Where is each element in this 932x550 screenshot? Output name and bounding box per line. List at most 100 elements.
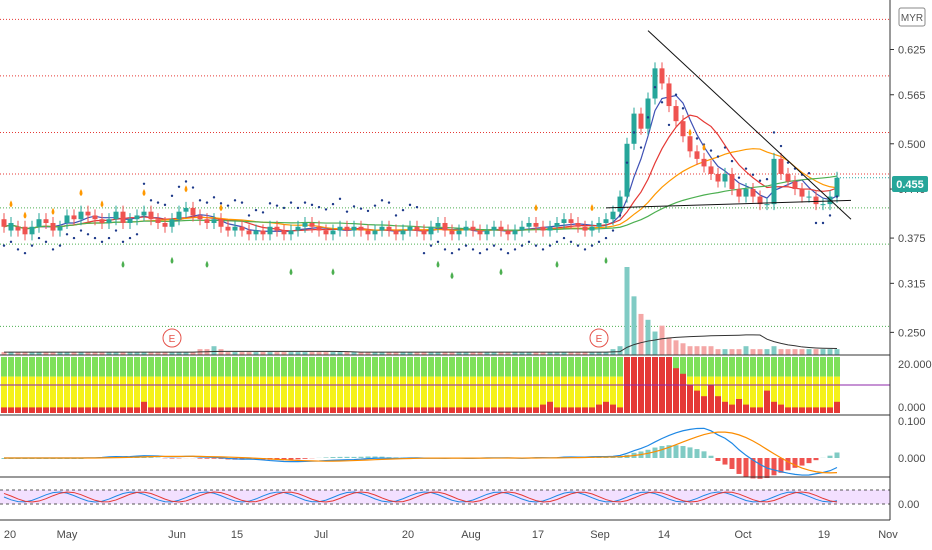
candle-body[interactable] xyxy=(652,68,658,99)
candle-body[interactable] xyxy=(274,226,280,231)
candle-body[interactable] xyxy=(344,226,350,231)
candle-body[interactable] xyxy=(778,158,784,174)
candle-body[interactable] xyxy=(673,106,679,122)
candle-body[interactable] xyxy=(708,166,714,174)
candle-body[interactable] xyxy=(281,230,287,235)
candle-body[interactable] xyxy=(330,230,336,235)
candle-body[interactable] xyxy=(813,196,819,205)
candle-body[interactable] xyxy=(792,181,798,190)
candle-body[interactable] xyxy=(78,211,84,220)
candle-body[interactable] xyxy=(134,215,140,220)
candle-body[interactable] xyxy=(463,226,469,231)
earnings-badge[interactable] xyxy=(162,328,182,348)
candle-body[interactable] xyxy=(589,226,595,231)
candle-body[interactable] xyxy=(680,121,686,137)
candle-body[interactable] xyxy=(687,136,693,152)
candle-body[interactable] xyxy=(575,222,581,227)
candle-body[interactable] xyxy=(407,226,413,231)
candle-body[interactable] xyxy=(631,113,637,144)
candle-body[interactable] xyxy=(64,215,70,223)
candle-body[interactable] xyxy=(169,219,175,227)
momentum-panel[interactable] xyxy=(0,357,890,413)
candle-body[interactable] xyxy=(162,222,168,227)
candle-body[interactable] xyxy=(22,226,28,235)
candle-body[interactable] xyxy=(421,230,427,235)
candle-body[interactable] xyxy=(316,226,322,231)
candle-body[interactable] xyxy=(267,226,273,235)
candle-body[interactable] xyxy=(624,143,630,197)
candle-body[interactable] xyxy=(71,215,77,220)
candle-body[interactable] xyxy=(785,173,791,182)
candle-body[interactable] xyxy=(246,230,252,235)
candle-body[interactable] xyxy=(484,230,490,235)
candle-body[interactable] xyxy=(799,189,805,197)
candle-body[interactable] xyxy=(610,211,616,220)
candle-body[interactable] xyxy=(414,226,420,231)
candle-body[interactable] xyxy=(477,230,483,235)
candle-body[interactable] xyxy=(806,196,812,198)
candle-body[interactable] xyxy=(638,113,644,129)
candle-body[interactable] xyxy=(120,211,126,223)
candle-body[interactable] xyxy=(295,226,301,231)
candle-body[interactable] xyxy=(645,98,651,129)
candle-body[interactable] xyxy=(197,215,203,220)
candle-body[interactable] xyxy=(722,173,728,182)
candle-body[interactable] xyxy=(512,230,518,235)
candle-body[interactable] xyxy=(8,222,14,231)
candle-body[interactable] xyxy=(239,226,245,231)
candle-body[interactable] xyxy=(351,226,357,231)
candle-body[interactable] xyxy=(435,222,441,227)
candle-body[interactable] xyxy=(554,222,560,227)
candle-body[interactable] xyxy=(400,230,406,235)
candle-body[interactable] xyxy=(757,196,763,205)
candle-body[interactable] xyxy=(533,222,539,227)
candle-body[interactable] xyxy=(694,151,700,159)
candle-body[interactable] xyxy=(36,219,42,227)
candle-body[interactable] xyxy=(218,219,224,227)
time-axis[interactable]: 20 May Jun 15 Jul 20 Aug 17 Sep 14 Oct 19 Nov xyxy=(4,529,898,541)
candle-body[interactable] xyxy=(379,226,385,231)
candle-body[interactable] xyxy=(288,230,294,235)
candle-body[interactable] xyxy=(470,226,476,231)
candle-body[interactable] xyxy=(148,211,154,220)
candle-body[interactable] xyxy=(659,68,665,84)
earnings-badge[interactable] xyxy=(589,328,609,348)
candle-body[interactable] xyxy=(85,211,91,216)
candle-body[interactable] xyxy=(232,226,238,231)
candle-body[interactable] xyxy=(519,226,525,231)
candle-body[interactable] xyxy=(743,189,749,197)
candle-body[interactable] xyxy=(176,211,182,220)
candle-body[interactable] xyxy=(309,222,315,227)
candle-body[interactable] xyxy=(442,222,448,231)
candle-body[interactable] xyxy=(43,219,49,223)
candle-body[interactable] xyxy=(190,207,196,216)
price-axis[interactable]: 0.6250.5650.5000.4400.3750.3150.25020.00… xyxy=(0,0,932,521)
candle-body[interactable] xyxy=(365,230,371,235)
candle-body[interactable] xyxy=(337,226,343,231)
candle-body[interactable] xyxy=(526,222,532,227)
candle-body[interactable] xyxy=(617,196,623,212)
candle-body[interactable] xyxy=(57,226,63,231)
candle-body[interactable] xyxy=(603,219,609,223)
candle-body[interactable] xyxy=(141,211,147,216)
candle-body[interactable] xyxy=(736,189,742,197)
candle-body[interactable] xyxy=(820,204,826,206)
candle-body[interactable] xyxy=(183,207,189,212)
candle-body[interactable] xyxy=(540,226,546,231)
candle-body[interactable] xyxy=(771,158,777,205)
candle-body[interactable] xyxy=(764,204,770,206)
candle-body[interactable] xyxy=(372,230,378,235)
candle-body[interactable] xyxy=(561,219,567,223)
candle-body[interactable] xyxy=(449,230,455,235)
candle-body[interactable] xyxy=(99,219,105,223)
candle-body[interactable] xyxy=(302,222,308,227)
candle-body[interactable] xyxy=(834,177,840,197)
candle-body[interactable] xyxy=(358,226,364,231)
candle-body[interactable] xyxy=(225,226,231,231)
candle-body[interactable] xyxy=(456,230,462,235)
candle-body[interactable] xyxy=(155,219,161,223)
candle-body[interactable] xyxy=(750,189,756,197)
oscillator-panel[interactable] xyxy=(0,489,890,505)
candle-body[interactable] xyxy=(715,173,721,182)
